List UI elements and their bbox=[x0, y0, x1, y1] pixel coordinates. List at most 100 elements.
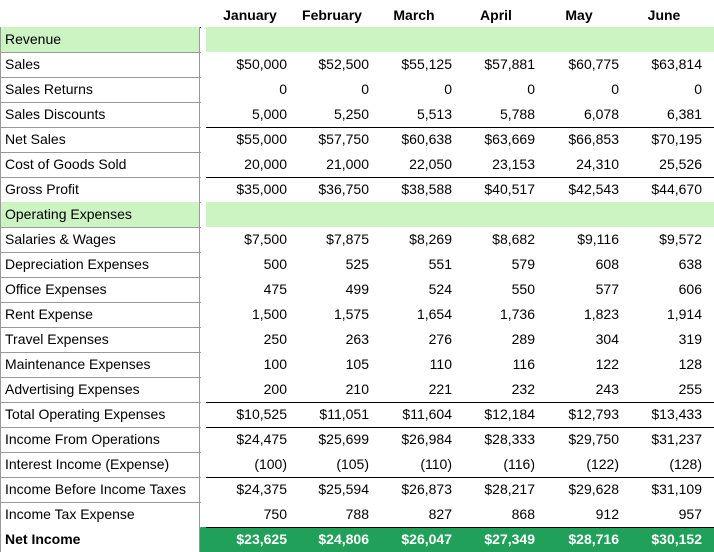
value-cell[interactable]: 210 bbox=[345, 381, 369, 397]
value-cell[interactable] bbox=[620, 27, 702, 52]
row-label[interactable]: Travel Expenses bbox=[0, 327, 200, 352]
value-cell[interactable]: $13,433 bbox=[651, 406, 702, 422]
value-cell[interactable]: $26,984 bbox=[401, 431, 452, 447]
value-cell[interactable]: 122 bbox=[595, 356, 619, 372]
value-cell[interactable]: $24,806 bbox=[318, 531, 369, 547]
value-cell[interactable]: $27,349 bbox=[484, 531, 535, 547]
value-cell[interactable]: 788 bbox=[345, 506, 369, 522]
header-june[interactable]: June bbox=[647, 7, 681, 23]
row-label[interactable]: Sales Returns bbox=[0, 77, 200, 102]
row-label[interactable]: Income From Operations bbox=[0, 427, 200, 452]
value-cell[interactable]: 1,914 bbox=[666, 306, 702, 322]
value-cell[interactable]: 1,654 bbox=[416, 306, 452, 322]
row-label[interactable]: Net Sales bbox=[0, 127, 200, 152]
value-cell[interactable] bbox=[289, 27, 369, 52]
value-cell[interactable]: (116) bbox=[503, 456, 535, 472]
header-march[interactable]: March bbox=[393, 7, 435, 23]
value-cell[interactable]: 110 bbox=[429, 356, 452, 372]
value-cell[interactable]: $55,125 bbox=[401, 56, 452, 72]
value-cell[interactable]: $12,184 bbox=[484, 406, 535, 422]
value-cell[interactable]: $25,699 bbox=[318, 431, 369, 447]
row-label[interactable]: Revenue bbox=[0, 27, 200, 52]
value-cell[interactable]: $52,500 bbox=[318, 56, 369, 72]
value-cell[interactable] bbox=[537, 27, 619, 52]
value-cell[interactable]: $29,628 bbox=[568, 481, 619, 497]
row-label[interactable]: Total Operating Expenses bbox=[0, 402, 200, 427]
value-cell[interactable]: 500 bbox=[263, 256, 287, 272]
value-cell[interactable]: 525 bbox=[345, 256, 369, 272]
value-cell[interactable]: $63,814 bbox=[651, 56, 702, 72]
value-cell[interactable]: $24,375 bbox=[236, 481, 287, 497]
row-label[interactable]: Salaries & Wages bbox=[0, 227, 200, 252]
value-cell[interactable]: 24,310 bbox=[576, 156, 619, 172]
value-cell[interactable]: $23,625 bbox=[236, 531, 287, 547]
value-cell[interactable]: $50,000 bbox=[236, 56, 287, 72]
value-cell[interactable]: $8,682 bbox=[492, 231, 535, 247]
row-label[interactable]: Income Before Income Taxes bbox=[0, 477, 200, 502]
value-cell[interactable]: 232 bbox=[511, 381, 535, 397]
value-cell[interactable]: $12,793 bbox=[568, 406, 619, 422]
row-label[interactable]: Operating Expenses bbox=[0, 202, 200, 227]
value-cell[interactable]: 957 bbox=[678, 506, 702, 522]
value-cell[interactable]: $36,750 bbox=[318, 181, 369, 197]
value-cell[interactable]: $42,543 bbox=[568, 181, 619, 197]
value-cell[interactable]: $60,638 bbox=[401, 131, 452, 147]
value-cell[interactable]: 116 bbox=[512, 356, 535, 372]
value-cell[interactable]: 128 bbox=[678, 356, 702, 372]
value-cell[interactable]: 1,823 bbox=[583, 306, 619, 322]
value-cell[interactable]: $35,000 bbox=[236, 181, 287, 197]
value-cell[interactable]: (105) bbox=[336, 456, 369, 472]
value-cell[interactable]: $26,873 bbox=[401, 481, 452, 497]
value-cell[interactable]: 1,736 bbox=[499, 306, 535, 322]
value-cell[interactable]: 6,078 bbox=[583, 106, 619, 122]
value-cell[interactable]: 912 bbox=[595, 506, 619, 522]
value-cell[interactable]: $9,116 bbox=[577, 231, 619, 247]
value-cell[interactable]: 638 bbox=[678, 256, 702, 272]
value-cell[interactable]: 0 bbox=[527, 81, 535, 97]
value-cell[interactable]: 200 bbox=[263, 381, 287, 397]
value-cell[interactable]: 475 bbox=[263, 281, 287, 297]
value-cell[interactable]: 23,153 bbox=[492, 156, 535, 172]
value-cell[interactable]: 25,526 bbox=[659, 156, 702, 172]
value-cell[interactable]: 827 bbox=[428, 506, 452, 522]
value-cell[interactable]: 100 bbox=[263, 356, 287, 372]
row-label[interactable]: Cost of Goods Sold bbox=[0, 152, 200, 177]
value-cell[interactable]: 524 bbox=[428, 281, 452, 297]
value-cell[interactable]: 0 bbox=[361, 81, 369, 97]
value-cell[interactable]: $55,000 bbox=[236, 131, 287, 147]
value-cell[interactable]: 0 bbox=[694, 81, 702, 97]
value-cell[interactable]: 255 bbox=[678, 381, 702, 397]
value-cell[interactable]: $28,716 bbox=[568, 531, 619, 547]
value-cell[interactable]: 6,381 bbox=[666, 106, 702, 122]
row-label[interactable]: Gross Profit bbox=[0, 177, 200, 202]
value-cell[interactable] bbox=[207, 202, 287, 227]
value-cell[interactable]: $26,047 bbox=[401, 531, 452, 547]
row-label[interactable]: Office Expenses bbox=[0, 277, 200, 302]
value-cell[interactable]: 608 bbox=[595, 256, 619, 272]
value-cell[interactable]: $31,109 bbox=[651, 481, 702, 497]
value-cell[interactable]: 606 bbox=[678, 281, 702, 297]
value-cell[interactable]: 276 bbox=[428, 331, 452, 347]
value-cell[interactable]: $11,604 bbox=[402, 406, 452, 422]
row-label[interactable]: Interest Income (Expense) bbox=[0, 452, 200, 477]
header-april[interactable]: April bbox=[480, 7, 512, 23]
row-label[interactable]: Depreciation Expenses bbox=[0, 252, 200, 277]
value-cell[interactable] bbox=[537, 202, 619, 227]
value-cell[interactable]: 5,250 bbox=[333, 106, 369, 122]
value-cell[interactable]: 551 bbox=[428, 256, 452, 272]
value-cell[interactable]: 5,788 bbox=[499, 106, 535, 122]
row-label[interactable]: Rent Expense bbox=[0, 302, 200, 327]
value-cell[interactable]: 1,575 bbox=[333, 306, 369, 322]
value-cell[interactable]: 21,000 bbox=[326, 156, 369, 172]
value-cell[interactable]: (100) bbox=[254, 456, 287, 472]
value-cell[interactable] bbox=[289, 202, 369, 227]
row-label[interactable]: Sales bbox=[0, 52, 200, 77]
value-cell[interactable]: $60,775 bbox=[568, 56, 619, 72]
value-cell[interactable]: $57,750 bbox=[318, 131, 369, 147]
value-cell[interactable]: 263 bbox=[345, 331, 369, 347]
value-cell[interactable]: 1,500 bbox=[251, 306, 287, 322]
value-cell[interactable]: 579 bbox=[511, 256, 535, 272]
value-cell[interactable]: 868 bbox=[511, 506, 535, 522]
value-cell[interactable]: $8,269 bbox=[409, 231, 452, 247]
value-cell[interactable]: $30,152 bbox=[651, 531, 702, 547]
